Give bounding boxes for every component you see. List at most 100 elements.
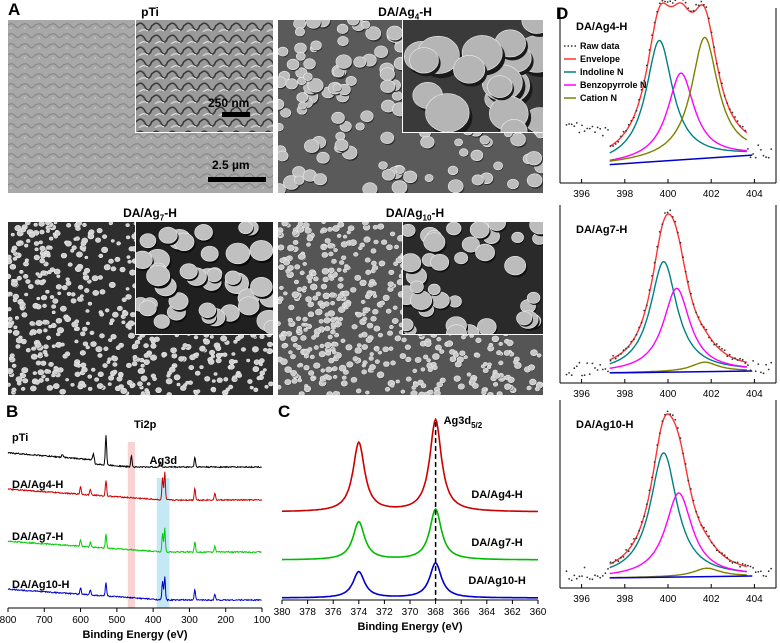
ag-series-label-0: DA/Ag4-H: [471, 489, 522, 501]
pti-inset: 250 nm: [135, 20, 273, 133]
raw-data-point: [767, 368, 770, 371]
raw-data-point: [703, 326, 705, 329]
raw-data-point: [731, 358, 734, 360]
raw-data-point: [767, 570, 770, 573]
envelope-line: [609, 413, 748, 568]
raw-data-point: [703, 526, 705, 529]
raw-data-point: [687, 7, 690, 9]
x-tick-label: 402: [703, 594, 720, 605]
raw-data-point: [573, 125, 576, 128]
raw-data-point: [638, 98, 640, 101]
raw-data-point: [695, 3, 697, 6]
component-indoline: [609, 452, 747, 573]
raw-data-point: [674, 220, 677, 223]
raw-data-point: [586, 362, 589, 364]
series-label-1: DA/Ag4-H: [12, 479, 63, 491]
ti2p-band: [127, 442, 135, 608]
raw-data-point: [630, 543, 633, 545]
raw-data-point: [710, 31, 713, 34]
baseline-line: [609, 575, 753, 579]
ag10-inset: [402, 222, 543, 335]
raw-data-point: [705, 530, 708, 533]
raw-data-point: [643, 79, 646, 82]
raw-data-point: [690, 292, 692, 295]
raw-data-point: [713, 343, 716, 346]
sem-image-ag10: [278, 222, 543, 395]
raw-data-point: [653, 261, 656, 264]
raw-data-point: [762, 154, 765, 157]
raw-data-point: [700, 524, 703, 527]
series-line-2: [7, 527, 262, 554]
x-axis-label: Binding Energy (eV): [82, 629, 187, 641]
raw-data-point: [583, 374, 586, 377]
raw-data-point: [713, 46, 716, 48]
raw-data-point: [633, 538, 635, 540]
raw-data-point: [612, 354, 614, 357]
raw-data-point: [625, 549, 627, 551]
component-indoline: [609, 39, 747, 154]
x-tick-label: 400: [660, 189, 677, 200]
main-scale-label: 2.5 µm: [212, 158, 250, 172]
series-label-3: DA/Ag10-H: [12, 579, 70, 591]
raw-data-point: [754, 370, 757, 373]
raw-data-point: [635, 333, 638, 336]
raw-data-point: [739, 357, 741, 360]
raw-data-point: [666, 410, 669, 413]
raw-data-point: [757, 363, 760, 365]
x-tick-label: 360: [530, 607, 547, 618]
raw-data-point: [630, 340, 633, 343]
raw-data-point: [648, 289, 651, 291]
raw-data-point: [682, 256, 684, 259]
raw-data-point: [752, 567, 754, 569]
raw-data-point: [721, 552, 723, 555]
x-tick-label: 404: [746, 189, 763, 200]
x-axis-label: Binding Energy (eV): [357, 621, 462, 633]
raw-data-point: [760, 570, 762, 573]
raw-data-point: [718, 345, 721, 348]
raw-data-point: [607, 568, 609, 570]
raw-data-point: [635, 537, 638, 540]
raw-data-point: [581, 374, 583, 377]
panel-d-label: D: [556, 4, 569, 23]
raw-data-point: [765, 363, 767, 366]
raw-data-point: [599, 127, 602, 130]
raw-data-point: [721, 82, 723, 85]
x-tick-label: 398: [616, 389, 633, 400]
raw-data-point: [656, 10, 659, 13]
sem-image-ag4: [278, 20, 543, 193]
raw-data-point: [664, 212, 666, 214]
sem-title-ag7: DA/Ag7-H: [123, 206, 177, 223]
x-tick-label: 364: [478, 607, 495, 618]
raw-data-point: [643, 309, 646, 312]
raw-data-point: [656, 444, 659, 446]
raw-data-point: [666, 211, 669, 214]
raw-data-point: [690, 10, 692, 13]
raw-data-point: [627, 124, 630, 126]
raw-data-point: [736, 561, 739, 564]
panel-c-label: C: [278, 402, 291, 421]
ag-series-0: [282, 417, 538, 513]
x-tick-label: 398: [616, 189, 633, 200]
raw-data-point: [635, 109, 638, 112]
raw-data-point: [648, 489, 651, 492]
raw-data-point: [664, 0, 666, 3]
raw-data-point: [739, 125, 741, 127]
raw-data-point: [708, 535, 710, 538]
raw-data-point: [760, 149, 762, 151]
ag4-inset: [402, 20, 543, 133]
raw-data-point: [684, 1, 687, 4]
raw-data-point: [568, 123, 570, 125]
raw-data-point: [575, 365, 578, 368]
x-tick-label: 402: [703, 389, 720, 400]
x-tick-label: 374: [350, 607, 367, 618]
raw-data-point: [604, 572, 607, 575]
ag3d-band: [156, 478, 170, 608]
x-tick-label: 396: [573, 189, 590, 200]
raw-data-point: [728, 353, 731, 356]
raw-data-point: [700, 323, 703, 326]
raw-data-point: [674, 418, 677, 421]
raw-data-point: [604, 126, 607, 129]
n1s-plot-title-1: DA/Ag7-H: [576, 224, 627, 236]
ag7-inset: [135, 222, 273, 335]
raw-data-point: [614, 559, 617, 561]
